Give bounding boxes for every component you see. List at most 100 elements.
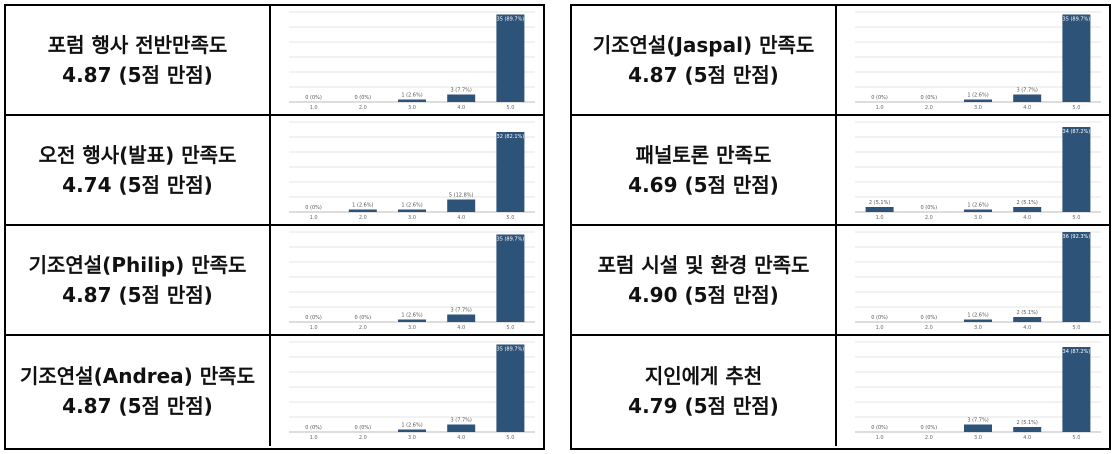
x-tick-label: 3.0 (408, 325, 416, 331)
bar-value-label: 2 (5.1%) (1017, 420, 1038, 426)
x-tick-label: 3.0 (974, 435, 982, 441)
question-label: 기조연설(Jaspal) 만족도 4.87 (5점 만점) (572, 6, 837, 114)
bar-value-label: 5 (12.8%) (449, 193, 474, 199)
x-tick-label: 1.0 (310, 325, 318, 331)
bar-rating-3 (964, 209, 992, 212)
bar-value-label: 1 (2.6%) (401, 313, 422, 319)
x-tick-label: 5.0 (506, 215, 514, 221)
average-score: 4.87 (5점 만점) (62, 283, 213, 307)
x-tick-label: 4.0 (1023, 435, 1031, 441)
x-tick-label: 2.0 (359, 435, 367, 441)
bar-value-label: 3 (7.7%) (1017, 88, 1038, 94)
x-tick-label: 5.0 (506, 105, 514, 111)
bar-rating-3 (964, 319, 992, 322)
bar-value-label: 0 (0%) (920, 205, 937, 211)
x-tick-label: 4.0 (457, 105, 465, 111)
bar-rating-2 (348, 209, 377, 212)
bar-value-label: 0 (0%) (871, 315, 888, 321)
rating-chart: 0 (0%) 1.0 1 (2.6%) 2.0 1 (2.6%) 3.0 5 (12.8%)… (273, 116, 543, 224)
question-title: 포럼 시설 및 환경 만족도 (597, 253, 810, 277)
question-label: 기조연설(Philip) 만족도 4.87 (5점 만점) (6, 226, 271, 334)
x-tick-label: 3.0 (974, 325, 982, 331)
bar-rating-4 (447, 314, 476, 322)
bar-rating-4 (1013, 94, 1042, 102)
survey-row: 포럼 행사 전반만족도 4.87 (5점 만점) 0 (0%) 1.0 0 (0%) 2.… (6, 6, 543, 116)
bar-value-label: 34 (87.2%) (1063, 349, 1091, 355)
bar-value-label: 35 (89.7%) (497, 347, 525, 353)
rating-bar-chart: 0 (0%) 1.0 0 (0%) 2.0 3 (7.7%) 3.0 2 (5.1%) 4.0… (855, 341, 1101, 441)
bar-rating-4 (1013, 317, 1042, 322)
bar-rating-5 (1062, 127, 1091, 212)
bar-rating-4 (447, 424, 476, 432)
bar-value-label: 35 (89.7%) (497, 237, 525, 243)
x-tick-label: 4.0 (1023, 105, 1031, 111)
bar-rating-3 (398, 429, 426, 432)
bar-value-label: 1 (2.6%) (967, 93, 988, 99)
x-tick-label: 4.0 (457, 215, 465, 221)
x-tick-label: 2.0 (359, 105, 367, 111)
question-title: 오전 행사(발표) 만족도 (38, 143, 237, 167)
x-tick-label: 1.0 (310, 435, 318, 441)
x-tick-label: 4.0 (1023, 215, 1031, 221)
x-tick-label: 1.0 (876, 435, 884, 441)
average-score: 4.90 (5점 만점) (628, 283, 779, 307)
bar-value-label: 0 (0%) (920, 425, 937, 431)
rating-chart: 0 (0%) 1.0 0 (0%) 2.0 1 (2.6%) 3.0 2 (5.1%) 4.0… (839, 226, 1109, 334)
x-tick-label: 1.0 (310, 105, 318, 111)
x-tick-label: 5.0 (506, 435, 514, 441)
x-tick-label: 5.0 (1072, 325, 1080, 331)
survey-row: 기조연설(Philip) 만족도 4.87 (5점 만점) 0 (0%) 1.0 0 (… (6, 226, 543, 336)
bar-value-label: 1 (2.6%) (401, 203, 422, 209)
bar-rating-5 (496, 132, 525, 212)
survey-row: 포럼 시설 및 환경 만족도 4.90 (5점 만점) 0 (0%) 1.0 0 (0%… (572, 226, 1109, 336)
bar-value-label: 36 (92.3%) (1063, 234, 1091, 240)
bar-rating-3 (398, 319, 426, 322)
bar-value-label: 0 (0%) (305, 95, 322, 101)
question-title: 기조연설(Philip) 만족도 (28, 253, 247, 277)
bar-value-label: 0 (0%) (305, 315, 322, 321)
bar-value-label: 1 (2.6%) (401, 93, 422, 99)
right-table: 기조연설(Jaspal) 만족도 4.87 (5점 만점) 0 (0%) 1.0 0 (… (570, 4, 1111, 450)
question-label: 포럼 시설 및 환경 만족도 4.90 (5점 만점) (572, 226, 837, 334)
question-label: 포럼 행사 전반만족도 4.87 (5점 만점) (6, 6, 271, 114)
bar-rating-1 (865, 207, 894, 212)
x-tick-label: 5.0 (1072, 215, 1080, 221)
bar-value-label: 1 (2.6%) (967, 313, 988, 319)
rating-bar-chart: 0 (0%) 1.0 0 (0%) 2.0 1 (2.6%) 3.0 3 (7.7%) 4.0… (289, 341, 535, 441)
bar-value-label: 0 (0%) (920, 315, 937, 321)
bar-rating-4 (1013, 207, 1042, 212)
rating-bar-chart: 0 (0%) 1.0 1 (2.6%) 2.0 1 (2.6%) 3.0 5 (12.8%)… (289, 121, 535, 221)
rating-chart: 0 (0%) 1.0 0 (0%) 2.0 3 (7.7%) 3.0 2 (5.1%) 4.0… (839, 336, 1109, 444)
x-tick-label: 3.0 (408, 215, 416, 221)
x-tick-label: 1.0 (876, 325, 884, 331)
bar-rating-3 (964, 99, 992, 102)
bar-value-label: 0 (0%) (920, 95, 937, 101)
left-table: 포럼 행사 전반만족도 4.87 (5점 만점) 0 (0%) 1.0 0 (0%) 2.… (4, 4, 545, 450)
bar-rating-3 (398, 99, 426, 102)
rating-chart: 0 (0%) 1.0 0 (0%) 2.0 1 (2.6%) 3.0 3 (7.7%) 4.0… (273, 336, 543, 444)
rating-bar-chart: 0 (0%) 1.0 0 (0%) 2.0 1 (2.6%) 3.0 3 (7.7%) 4.0… (289, 11, 535, 111)
x-tick-label: 3.0 (974, 105, 982, 111)
bar-rating-3 (964, 424, 992, 432)
x-tick-label: 3.0 (408, 105, 416, 111)
rating-bar-chart: 0 (0%) 1.0 0 (0%) 2.0 1 (2.6%) 3.0 3 (7.7%) 4.0… (289, 231, 535, 331)
question-title: 기조연설(Andrea) 만족도 (19, 364, 255, 388)
bar-value-label: 0 (0%) (305, 425, 322, 431)
bar-value-label: 2 (5.1%) (869, 200, 890, 206)
x-tick-label: 2.0 (359, 325, 367, 331)
average-score: 4.69 (5점 만점) (628, 173, 779, 197)
x-tick-label: 3.0 (974, 215, 982, 221)
bar-value-label: 1 (2.6%) (967, 203, 988, 209)
survey-row: 지인에게 추천 4.79 (5점 만점) 0 (0%) 1.0 0 (0%) 2.0 3 (… (572, 336, 1109, 446)
x-tick-label: 1.0 (876, 215, 884, 221)
question-label: 패널토론 만족도 4.69 (5점 만점) (572, 116, 837, 224)
bar-rating-3 (398, 209, 426, 212)
bar-rating-5 (1062, 347, 1091, 432)
bar-rating-4 (447, 94, 476, 102)
x-tick-label: 1.0 (310, 215, 318, 221)
x-tick-label: 5.0 (1072, 105, 1080, 111)
bar-value-label: 0 (0%) (354, 315, 371, 321)
x-tick-label: 2.0 (925, 325, 933, 331)
bar-value-label: 1 (2.6%) (352, 203, 373, 209)
bar-rating-4 (447, 199, 476, 212)
